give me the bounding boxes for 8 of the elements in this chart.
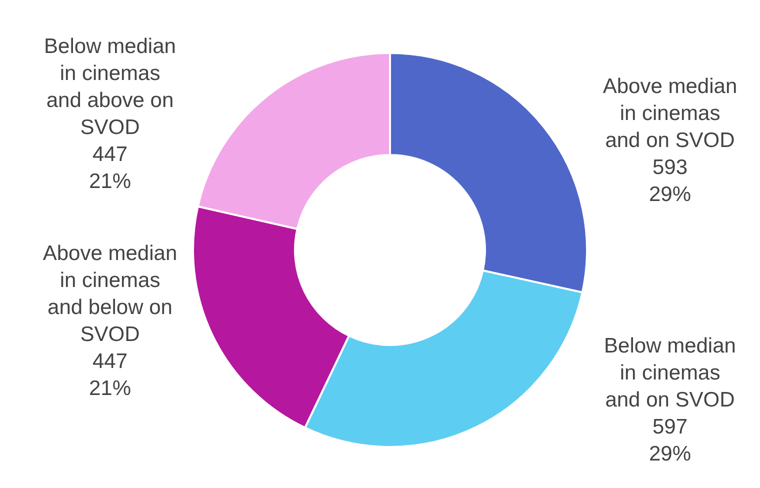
data-label: 593 29% bbox=[648, 156, 692, 206]
slice-label: Above median in cinemas and below on SVOD bbox=[42, 242, 178, 346]
slice-label: Below median in cinemas and above on SVOD bbox=[44, 35, 176, 140]
data-label: 447 21% bbox=[88, 143, 132, 194]
slice-label: Below median in cinemas and on SVOD bbox=[604, 334, 736, 412]
data-label: 447 21% bbox=[88, 350, 132, 400]
data-label: 597 29% bbox=[648, 415, 692, 466]
slice-label: Above median in cinemas and on SVOD bbox=[602, 75, 738, 152]
